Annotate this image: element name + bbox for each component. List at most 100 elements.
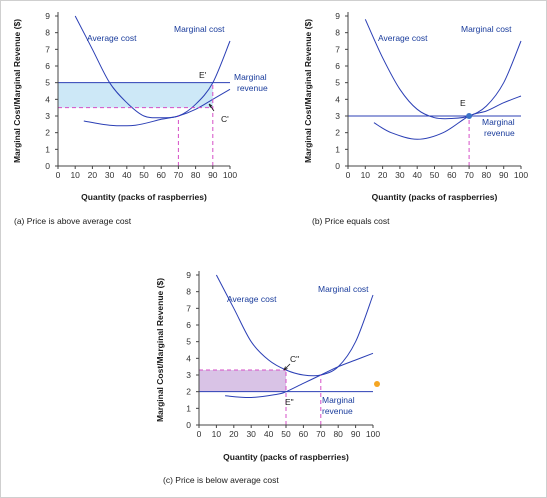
caption-panel-a: (a) Price is above average cost <box>14 216 132 226</box>
marginal-revenue-label: Marginal <box>482 117 515 127</box>
y-tick-label: 1 <box>186 403 191 413</box>
pointer-arrow <box>208 103 215 112</box>
marginal-revenue-label: Marginal <box>234 72 267 82</box>
x-tick-label: 100 <box>366 429 380 439</box>
x-tick-label: 80 <box>482 170 492 180</box>
panel-c: 0 10 20 30 40 50 60 70 80 90 100 0 1 2 3 4 5 6 7 8 9 Quantit… <box>155 270 380 485</box>
average-cost-label: Average cost <box>378 33 428 43</box>
y-tick-label: 1 <box>45 144 50 154</box>
x-tick-label: 10 <box>361 170 371 180</box>
x-tick-label: 50 <box>430 170 440 180</box>
x-tick-label: 50 <box>281 429 291 439</box>
panel-a-ticks: 0 10 20 30 40 50 60 70 80 90 100 0 1 2 3 4 5 6 7 8 9 <box>45 11 237 180</box>
panel-c-ticks: 0 10 20 30 40 50 60 70 80 90 100 0 1 2 3 4 5 6 7 8 9 <box>186 270 380 439</box>
marginal-cost-curve <box>74 15 231 119</box>
y-tick-label: 5 <box>335 78 340 88</box>
y-tick-label: 0 <box>335 161 340 171</box>
marginal-revenue-label: revenue <box>484 128 515 138</box>
x-tick-label: 20 <box>378 170 388 180</box>
caption-panel-c: (c) Price is below average cost <box>163 475 279 485</box>
x-tick-label: 20 <box>229 429 239 439</box>
point-label-e: E <box>460 98 466 108</box>
x-tick-label: 60 <box>447 170 457 180</box>
y-tick-label: 8 <box>45 28 50 38</box>
average-cost-label: Average cost <box>227 294 277 304</box>
x-tick-label: 0 <box>56 170 61 180</box>
y-tick-label: 9 <box>186 270 191 280</box>
pointer-arrow <box>283 363 291 371</box>
y-tick-label: 2 <box>45 128 50 138</box>
y-axis-label: Marginal Cost/Marginal Revenue ($) <box>12 19 22 163</box>
x-axis-label: Quantity (packs of raspberries) <box>372 192 498 202</box>
y-tick-label: 5 <box>45 78 50 88</box>
x-axis-label: Quantity (packs of raspberries) <box>223 452 349 462</box>
y-axis-label: Marginal Cost/Marginal Revenue ($) <box>303 19 313 163</box>
marginal-cost-label: Marginal cost <box>318 284 369 294</box>
marginal-revenue-label: revenue <box>237 83 268 93</box>
x-tick-label: 10 <box>212 429 222 439</box>
average-cost-curve <box>373 95 522 140</box>
x-tick-label: 80 <box>191 170 201 180</box>
y-tick-label: 6 <box>45 61 50 71</box>
x-tick-label: 40 <box>122 170 132 180</box>
x-tick-label: 100 <box>514 170 528 180</box>
point-label-c-prime: C' <box>221 114 229 124</box>
x-tick-label: 90 <box>499 170 509 180</box>
x-tick-label: 40 <box>412 170 422 180</box>
y-axis-label: Marginal Cost/Marginal Revenue ($) <box>155 278 165 422</box>
x-tick-label: 70 <box>174 170 184 180</box>
x-tick-label: 10 <box>70 170 80 180</box>
x-tick-label: 60 <box>299 429 309 439</box>
y-tick-label: 4 <box>335 94 340 104</box>
y-tick-label: 4 <box>186 353 191 363</box>
x-tick-label: 100 <box>223 170 237 180</box>
x-tick-label: 20 <box>88 170 98 180</box>
y-tick-label: 2 <box>335 128 340 138</box>
panel-b: 0 10 20 30 40 50 60 70 80 90 100 0 1 2 3 4 5 6 7 8 9 Quantit… <box>303 11 528 226</box>
y-tick-label: 8 <box>335 28 340 38</box>
y-tick-label: 7 <box>186 303 191 313</box>
x-tick-label: 80 <box>333 429 343 439</box>
marginal-cost-curve <box>364 19 522 120</box>
point-label-e-double-prime: E" <box>285 397 294 407</box>
x-axis-label: Quantity (packs of raspberries) <box>81 192 207 202</box>
x-tick-label: 50 <box>139 170 149 180</box>
x-tick-label: 40 <box>264 429 274 439</box>
marginal-revenue-label: Marginal <box>322 395 355 405</box>
y-tick-label: 8 <box>186 287 191 297</box>
marginal-cost-label: Marginal cost <box>461 24 512 34</box>
y-tick-label: 3 <box>335 111 340 121</box>
x-tick-label: 0 <box>346 170 351 180</box>
x-tick-label: 0 <box>197 429 202 439</box>
x-tick-label: 90 <box>208 170 218 180</box>
x-tick-label: 90 <box>351 429 361 439</box>
panel-b-ticks: 0 10 20 30 40 50 60 70 80 90 100 0 1 2 3 4 5 6 7 8 9 <box>335 11 528 180</box>
y-tick-label: 6 <box>186 320 191 330</box>
average-cost-curve <box>225 352 374 399</box>
x-tick-label: 70 <box>316 429 326 439</box>
y-tick-label: 9 <box>45 11 50 21</box>
y-tick-label: 3 <box>186 370 191 380</box>
y-tick-label: 4 <box>45 94 50 104</box>
average-cost-label: Average cost <box>87 33 137 43</box>
profit-area <box>58 82 213 108</box>
x-tick-label: 30 <box>246 429 256 439</box>
loss-area <box>199 370 286 392</box>
y-tick-label: 3 <box>45 111 50 121</box>
y-tick-label: 2 <box>186 387 191 397</box>
x-tick-label: 30 <box>395 170 405 180</box>
average-cost-curve <box>83 88 231 127</box>
panel-a: 0 10 20 30 40 50 60 70 80 90 100 0 1 2 3 4 5 6 7 8 9 Quantit… <box>12 11 268 226</box>
marginal-cost-curve <box>215 274 374 377</box>
x-tick-label: 70 <box>464 170 474 180</box>
marginal-cost-label: Marginal cost <box>174 24 225 34</box>
y-tick-label: 7 <box>335 44 340 54</box>
y-tick-label: 6 <box>335 61 340 71</box>
y-tick-label: 9 <box>335 11 340 21</box>
y-tick-label: 0 <box>45 161 50 171</box>
y-tick-label: 5 <box>186 337 191 347</box>
orange-dot-icon <box>374 381 380 387</box>
point-label-c-double-prime: C" <box>290 354 299 364</box>
x-tick-label: 60 <box>156 170 166 180</box>
